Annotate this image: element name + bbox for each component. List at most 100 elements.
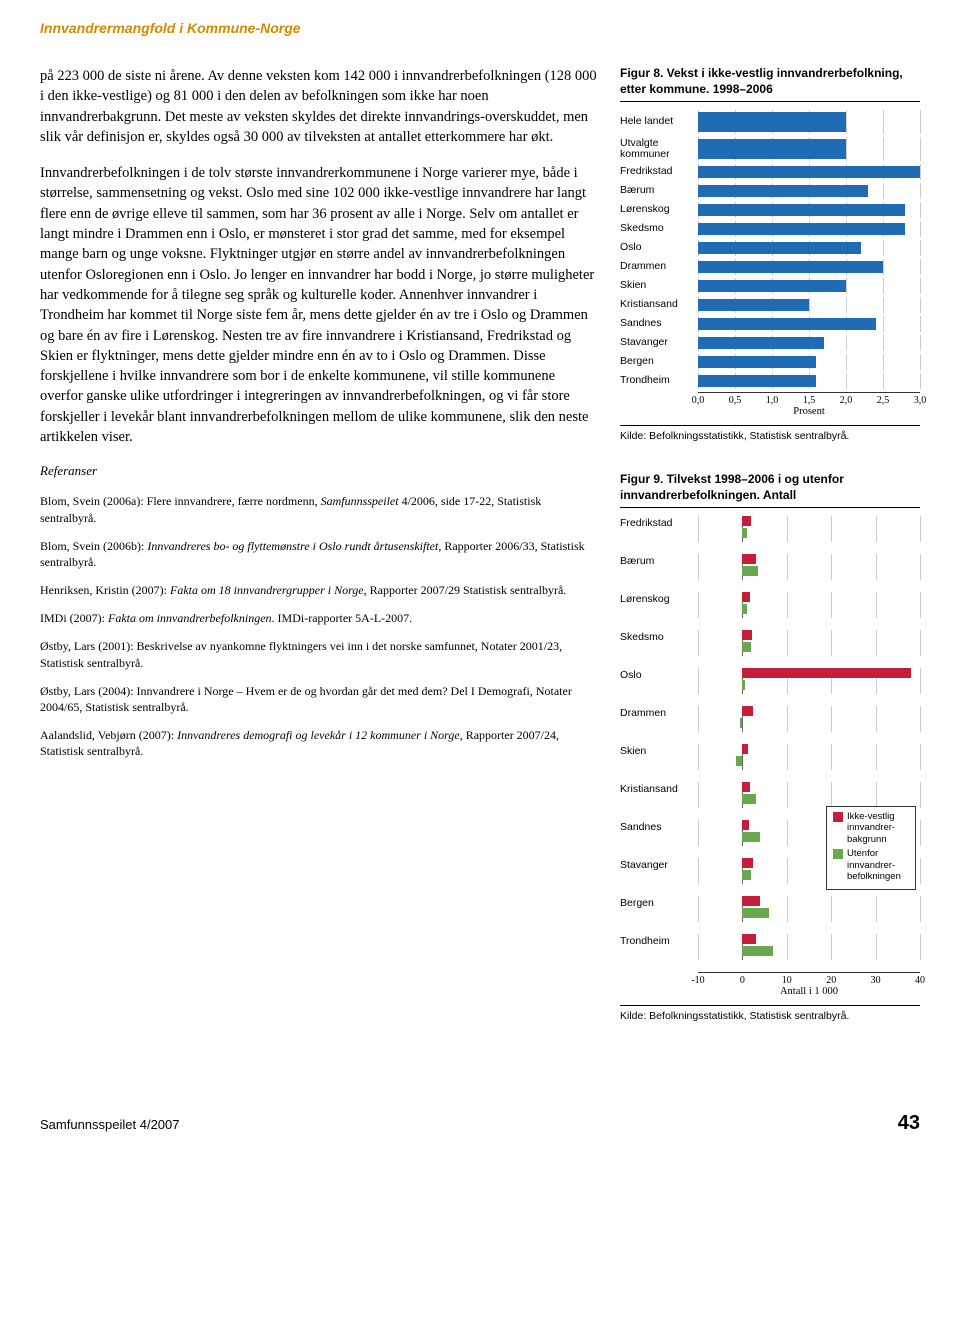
chart9-bar-series-a [742,934,755,944]
chart8-bar-plot [698,164,920,180]
legend-label: Utenfor innvandrer-befolkningen [847,848,909,882]
chart8-bar-plot [698,259,920,275]
figure-8-title: Figur 8. Vekst i ikke-vestlig innvandrer… [620,66,920,97]
chart8-xtick: 0,0 [692,395,705,406]
chart9-bar-plot [698,934,920,960]
chart9-bar-series-a [742,744,747,754]
chart9-bar-series-a [742,820,749,830]
references-list: Blom, Svein (2006a): Flere innvandrere, … [40,493,600,759]
chart9-bar-plot [698,554,920,580]
chart9-bar-series-a [742,782,750,792]
chart9-legend-item: Utenfor innvandrer-befolkningen [833,848,909,882]
chart9-bar-series-b [742,528,746,538]
body-paragraph-2: Innvandrerbefolkningen i de tolv største… [40,163,600,447]
figure-8-chart: Hele landet Utvalgtekommuner Fredrikstad Bæ… [620,110,920,389]
chart9-bar-series-a [742,858,753,868]
chart9-bar-series-b [742,832,760,842]
chart8-xtick: 0,5 [729,395,742,406]
chart8-row: Hele landet [620,110,920,134]
chart8-bar-plot [698,297,920,313]
chart9-category-label: Skedsmo [620,630,698,644]
chart9-bar-plot [698,668,920,694]
chart8-row: Skedsmo [620,221,920,237]
chart8-category-label: Hele landet [620,116,698,128]
chart8-category-label: Oslo [620,242,698,254]
chart9-bar-series-b [740,718,742,728]
chart9-legend: Ikke-vestlig innvandrer-bakgrunnUtenfor … [826,806,916,890]
chart9-category-label: Lørenskog [620,592,698,606]
chart9-row: Skien [620,744,920,770]
chart8-xtick: 1,5 [803,395,816,406]
chart8-bar-plot [698,316,920,332]
chart8-row: Drammen [620,259,920,275]
chart9-bar-series-a [742,706,753,716]
chart8-category-label: Lørenskog [620,204,698,216]
left-column: på 223 000 de siste ni årene. Av denne v… [40,66,600,1052]
chart8-category-label: Utvalgtekommuner [620,138,698,161]
chart8-row: Bærum [620,183,920,199]
reference-item: Blom, Svein (2006a): Flere innvandrere, … [40,493,600,525]
chart8-bar [698,299,809,311]
chart9-bar-series-a [742,896,760,906]
chart8-row: Sandnes [620,316,920,332]
main-layout: på 223 000 de siste ni årene. Av denne v… [40,66,920,1052]
chart9-xtick: -10 [691,975,704,986]
legend-swatch-icon [833,849,843,859]
legend-label: Ikke-vestlig innvandrer-bakgrunn [847,811,909,845]
reference-item: IMDi (2007): Fakta om innvandrerbefolkni… [40,610,600,626]
chart8-category-label: Stavanger [620,337,698,349]
chart8-bar [698,185,868,197]
chart9-row: Fredrikstad [620,516,920,542]
references-heading: Referanser [40,463,600,479]
body-text: på 223 000 de siste ni årene. Av denne v… [40,66,600,447]
chart9-xtick: 0 [740,975,745,986]
chart8-row: Fredrikstad [620,164,920,180]
chart9-bar-series-b [736,756,743,766]
chart8-bar-plot [698,221,920,237]
figure-8-xaxis: 0,00,51,01,52,02,53,0 [698,392,920,406]
chart8-bar [698,139,846,159]
chart9-row: Trondheim [620,934,920,960]
chart8-bar-plot [698,110,920,134]
chart8-xtick: 2,0 [840,395,853,406]
chart9-xtick: 30 [871,975,881,986]
chart9-row: Skedsmo [620,630,920,656]
figure-9-xlabel: Antall i 1 000 [698,986,920,997]
chart8-category-label: Trondheim [620,375,698,387]
chart9-row: Drammen [620,706,920,732]
chart8-bar [698,318,876,330]
reference-item: Østby, Lars (2001): Beskrivelse av nyank… [40,638,600,670]
chart8-bar-plot [698,137,920,161]
chart8-row: Bergen [620,354,920,370]
chart8-bar [698,337,824,349]
figure-9-xaxis: -10010203040 [698,972,920,986]
chart8-row: Lørenskog [620,202,920,218]
chart9-row: Kristiansand [620,782,920,808]
chart9-bar-series-a [742,516,751,526]
chart9-row: Oslo [620,668,920,694]
chart9-bar-plot [698,706,920,732]
chart9-bar-plot [698,592,920,618]
chart9-row: Bergen [620,896,920,922]
chart8-category-label: Drammen [620,261,698,273]
chart9-bar-plot [698,896,920,922]
chart9-bar-plot [698,516,920,542]
chart8-row: Utvalgtekommuner [620,137,920,161]
chart8-bar [698,223,905,235]
chart9-bar-series-b [742,604,746,614]
figure-8: Figur 8. Vekst i ikke-vestlig innvandrer… [620,66,920,442]
figure-9-source: Kilde: Befolkningsstatistikk, Statistisk… [620,1005,920,1022]
chart8-bar [698,356,816,368]
reference-item: Aalandslid, Vebjørn (2007): Innvandreres… [40,727,600,759]
chart9-bar-series-b [742,794,755,804]
chart9-bar-series-a [742,592,750,602]
chart8-bar [698,166,920,178]
reference-item: Blom, Svein (2006b): Innvandreres bo- og… [40,538,600,570]
chart8-category-label: Skedsmo [620,223,698,235]
chart9-category-label: Bærum [620,554,698,568]
figure-9: Figur 9. Tilvekst 1998–2006 i og utenfor… [620,472,920,1022]
page-footer: Samfunnsspeilet 4/2007 43 [40,1112,920,1135]
chart9-bar-series-a [742,630,752,640]
chart9-category-label: Fredrikstad [620,516,698,530]
chart8-category-label: Fredrikstad [620,166,698,178]
